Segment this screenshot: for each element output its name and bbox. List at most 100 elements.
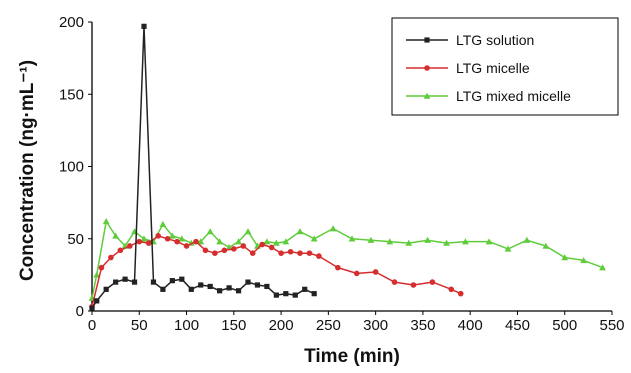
data-point: [523, 236, 531, 243]
data-point: [103, 286, 109, 292]
legend-marker: [424, 37, 430, 43]
y-tick-label: 100: [59, 159, 84, 176]
data-point: [193, 238, 199, 245]
x-tick-label: 350: [410, 317, 435, 334]
y-axis-title: Concentration (ng·mL⁻¹): [17, 60, 38, 281]
data-point: [504, 245, 512, 252]
data-point: [316, 253, 322, 259]
data-point: [249, 250, 256, 256]
data-point: [386, 238, 394, 245]
data-point: [240, 243, 247, 249]
data-point: [287, 248, 294, 255]
data-point: [131, 279, 138, 285]
data-point: [372, 269, 379, 275]
data-point: [202, 247, 209, 254]
x-tick-label: 100: [174, 317, 199, 334]
legend-box: [391, 17, 619, 116]
data-point: [198, 282, 204, 288]
data-point: [443, 239, 450, 246]
series-ltg-solution: [89, 23, 317, 311]
data-point: [122, 276, 128, 282]
data-point: [302, 286, 308, 292]
data-point: [264, 283, 270, 290]
x-tick-label: 500: [552, 317, 577, 334]
x-axis-title: Time (min): [304, 346, 400, 367]
data-point: [245, 279, 251, 285]
data-point: [206, 228, 214, 235]
series-layer: [88, 23, 606, 311]
data-point: [217, 288, 223, 294]
data-point: [268, 244, 275, 251]
x-tick-label: 300: [363, 317, 388, 334]
data-point: [221, 247, 228, 254]
data-point: [207, 283, 213, 290]
data-point: [159, 220, 167, 228]
legend-label: LTG solution: [456, 32, 534, 48]
data-point: [297, 250, 303, 256]
data-point: [410, 282, 417, 288]
legend: LTG solution LTG micelle LTG mixed micelle: [391, 17, 619, 116]
legend-marker: [423, 92, 431, 99]
data-point: [235, 288, 242, 294]
legend-label: LTG micelle: [456, 60, 530, 76]
data-point: [306, 250, 313, 256]
data-point: [145, 240, 152, 246]
data-point: [424, 236, 432, 243]
data-point: [94, 298, 100, 304]
data-point: [367, 236, 375, 243]
data-point: [179, 276, 185, 282]
data-point: [391, 279, 398, 285]
data-point: [542, 242, 550, 249]
x-tick-label: 400: [458, 317, 483, 334]
data-point: [93, 271, 101, 278]
data-point: [580, 257, 588, 264]
data-point: [89, 305, 95, 311]
data-point: [155, 233, 161, 239]
data-point: [183, 243, 190, 249]
data-point: [117, 247, 124, 254]
data-point: [273, 292, 279, 298]
data-point: [278, 250, 284, 256]
y-tick-label: 50: [67, 231, 84, 248]
data-point: [292, 292, 298, 298]
y-tick-label: 150: [59, 86, 84, 103]
axes: 0 50 100 150 200 250 300 350 400 450 500 550 0 50 100 1…: [59, 14, 625, 334]
data-point: [296, 228, 304, 235]
data-point: [254, 282, 261, 288]
data-point: [448, 286, 455, 293]
legend-label: LTG mixed micelle: [456, 88, 571, 104]
data-point: [462, 238, 469, 245]
data-point: [348, 235, 356, 242]
data-point: [188, 286, 194, 292]
data-point: [141, 23, 147, 29]
data-point: [282, 238, 290, 245]
data-point: [329, 225, 337, 232]
y-tick-label: 0: [76, 303, 84, 320]
data-point: [102, 218, 110, 225]
series-ltg-micelle: [89, 233, 464, 310]
data-point: [178, 235, 186, 242]
data-point: [168, 232, 176, 239]
x-tick-label: 550: [599, 317, 624, 334]
data-point: [231, 246, 237, 252]
data-point: [164, 235, 171, 242]
data-point: [485, 238, 493, 245]
data-point: [457, 290, 464, 297]
data-point: [226, 285, 232, 291]
data-point: [335, 264, 341, 271]
data-point: [160, 286, 166, 292]
data-point: [235, 238, 242, 245]
data-point: [197, 238, 205, 245]
x-tick-label: 250: [316, 317, 341, 334]
data-point: [244, 228, 252, 235]
data-point: [599, 264, 606, 271]
data-point: [263, 238, 271, 245]
legend-marker: [424, 65, 430, 71]
x-tick-label: 200: [269, 317, 294, 334]
data-point: [216, 238, 224, 245]
series-line: [91, 220, 603, 299]
data-point: [174, 238, 180, 245]
data-point: [353, 270, 360, 277]
data-point: [108, 254, 114, 261]
series-ltg-mixed-micelle: [88, 218, 606, 301]
